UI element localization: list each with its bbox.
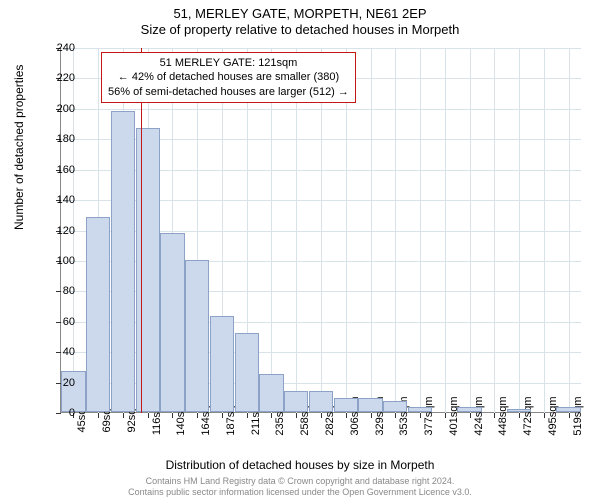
gridline-v	[544, 48, 545, 413]
ytick-label: 180	[45, 133, 75, 145]
xtick-mark	[395, 413, 396, 418]
xtick-mark	[371, 413, 372, 418]
xtick-mark	[321, 413, 322, 418]
gridline-v	[569, 48, 570, 413]
annotation-box: 51 MERLEY GATE: 121sqm← 42% of detached …	[101, 52, 356, 103]
annotation-line-3: 56% of semi-detached houses are larger (…	[108, 85, 349, 99]
gridline-v	[470, 48, 471, 413]
ytick-label: 200	[45, 103, 75, 115]
histogram-bar	[210, 316, 234, 412]
ytick-label: 40	[45, 346, 75, 358]
xtick-mark	[420, 413, 421, 418]
ytick-label: 0	[45, 407, 75, 419]
histogram-bar	[235, 333, 259, 412]
xtick-mark	[98, 413, 99, 418]
xtick-mark	[494, 413, 495, 418]
histogram-bar	[111, 111, 135, 412]
xtick-mark	[222, 413, 223, 418]
xtick-mark	[296, 413, 297, 418]
xtick-mark	[148, 413, 149, 418]
xtick-label: 495sqm	[547, 396, 559, 435]
annotation-line-2: ← 42% of detached houses are smaller (38…	[108, 70, 349, 84]
histogram-bar	[457, 407, 481, 412]
histogram-bar	[160, 233, 184, 412]
gridline-v	[519, 48, 520, 413]
xtick-mark	[197, 413, 198, 418]
xtick-mark	[470, 413, 471, 418]
xtick-mark	[172, 413, 173, 418]
annotation-line-1: 51 MERLEY GATE: 121sqm	[108, 56, 349, 70]
xtick-mark	[569, 413, 570, 418]
footer-line-1: Contains HM Land Registry data © Crown c…	[146, 476, 455, 486]
ytick-label: 120	[45, 225, 75, 237]
footer-attribution: Contains HM Land Registry data © Crown c…	[0, 476, 600, 498]
histogram-bar	[136, 128, 160, 412]
footer-line-2: Contains public sector information licen…	[128, 487, 472, 497]
gridline-v	[395, 48, 396, 413]
xtick-label: 377sqm	[423, 396, 435, 435]
gridline-v	[371, 48, 372, 413]
xtick-label: 472sqm	[522, 396, 534, 435]
xtick-label: 519sqm	[572, 396, 584, 435]
histogram-bar	[259, 374, 283, 412]
ytick-label: 100	[45, 255, 75, 267]
histogram-bar	[334, 398, 358, 412]
xtick-label: 401sqm	[448, 396, 460, 435]
histogram-bar	[408, 407, 432, 412]
histogram-bar	[556, 407, 580, 412]
ytick-label: 20	[45, 377, 75, 389]
histogram-bar	[86, 217, 110, 412]
chart-subtitle: Size of property relative to detached ho…	[0, 21, 600, 37]
xtick-label: 448sqm	[497, 396, 509, 435]
xtick-mark	[247, 413, 248, 418]
histogram-bar	[309, 391, 333, 412]
plot-area: 45sqm69sqm92sqm116sqm140sqm164sqm187sqm2…	[60, 48, 580, 413]
histogram-bar	[185, 260, 209, 412]
ytick-label: 220	[45, 72, 75, 84]
xtick-mark	[519, 413, 520, 418]
y-axis-label: Number of detached properties	[12, 65, 26, 230]
histogram-bar	[507, 409, 531, 412]
gridline-v	[445, 48, 446, 413]
xtick-mark	[445, 413, 446, 418]
xtick-label: 424sqm	[473, 396, 485, 435]
chart-title: 51, MERLEY GATE, MORPETH, NE61 2EP	[0, 0, 600, 21]
chart-container: 51, MERLEY GATE, MORPETH, NE61 2EP Size …	[0, 0, 600, 500]
ytick-label: 80	[45, 285, 75, 297]
xtick-mark	[544, 413, 545, 418]
histogram-bar	[284, 391, 308, 412]
xtick-mark	[346, 413, 347, 418]
ytick-label: 240	[45, 42, 75, 54]
ytick-label: 140	[45, 194, 75, 206]
gridline-v	[494, 48, 495, 413]
ytick-label: 60	[45, 316, 75, 328]
histogram-bar	[358, 398, 382, 412]
ytick-label: 160	[45, 164, 75, 176]
gridline-v	[420, 48, 421, 413]
xtick-mark	[271, 413, 272, 418]
x-axis-label: Distribution of detached houses by size …	[0, 458, 600, 472]
histogram-bar	[383, 401, 407, 412]
xtick-mark	[123, 413, 124, 418]
